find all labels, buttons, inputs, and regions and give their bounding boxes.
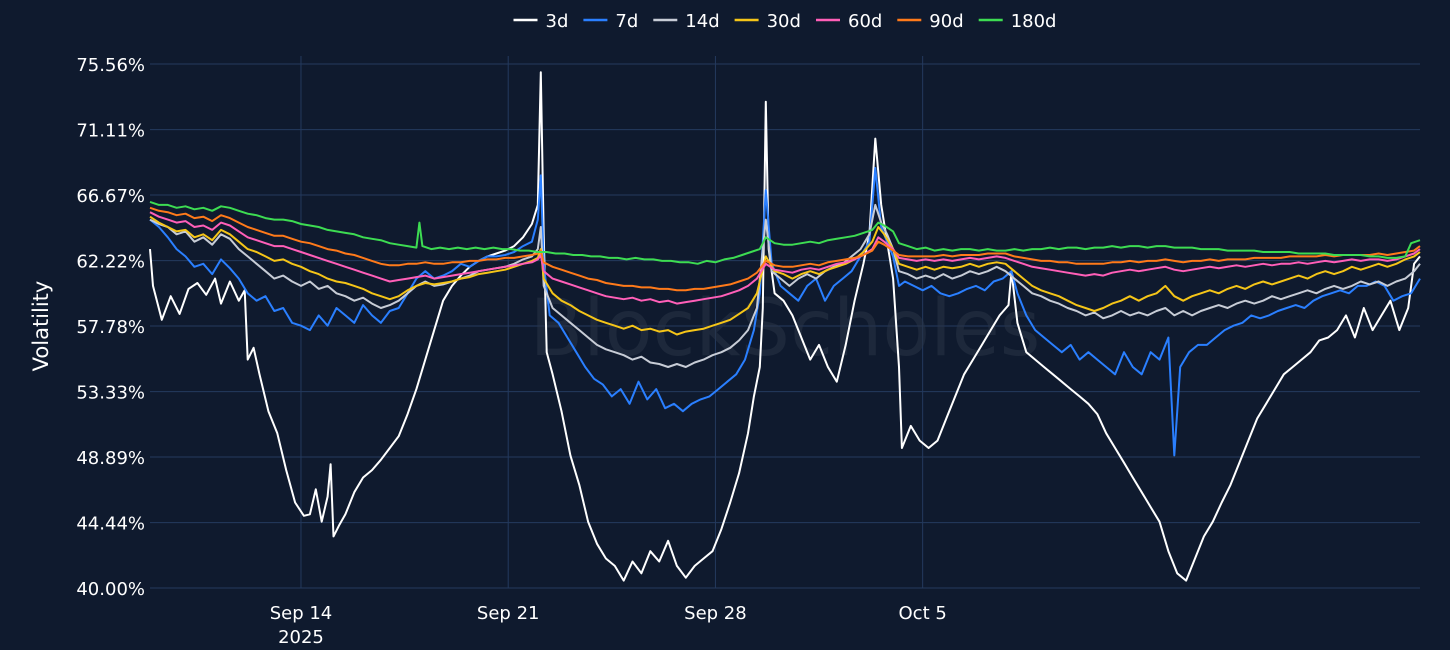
legend: 3d 7d 14d 30d 60d 90d 180d <box>513 11 1057 32</box>
y-tick-label: 44.44% <box>76 514 145 535</box>
y-tick-label: 75.56% <box>76 55 145 76</box>
x-tick-label: Sep 21 <box>477 603 540 624</box>
y-tick-label: 48.89% <box>76 448 145 469</box>
legend-label: 60d <box>848 11 882 32</box>
legend-item-90d[interactable]: 90d <box>897 11 964 32</box>
y-tick-label: 71.11% <box>76 121 145 142</box>
y-axis-title: Volatility <box>29 281 53 372</box>
watermark-text: BlockScholes <box>530 284 1041 374</box>
legend-label: 3d <box>546 11 569 32</box>
series-line-30d <box>149 215 1421 336</box>
y-tick-label: 53.33% <box>76 383 145 404</box>
legend-item-7d[interactable]: 7d <box>583 11 638 32</box>
series-line-60d <box>149 211 1421 305</box>
legend-item-3d[interactable]: 3d <box>513 11 569 32</box>
legend-label: 30d <box>767 11 801 32</box>
x-tick-label: Sep 28 <box>684 603 747 624</box>
x-axis-ticks: Sep 14 2025 Sep 21 Sep 28 Oct 5 <box>270 603 947 648</box>
legend-item-60d[interactable]: 60d <box>816 11 882 32</box>
legend-label: 14d <box>685 11 719 32</box>
legend-label: 180d <box>1011 11 1057 32</box>
legend-item-180d[interactable]: 180d <box>978 11 1057 32</box>
legend-label: 7d <box>615 11 638 32</box>
x-tick-label: Oct 5 <box>899 603 947 624</box>
y-tick-label: 40.00% <box>76 579 145 600</box>
x-tick-sublabel: 2025 <box>278 627 324 648</box>
series-line-14d <box>149 203 1421 368</box>
series-lines <box>149 71 1421 582</box>
legend-item-30d[interactable]: 30d <box>734 11 801 32</box>
series-line-180d <box>149 200 1421 265</box>
y-tick-label: 66.67% <box>76 186 145 207</box>
series-line-7d <box>149 167 1421 457</box>
x-tick-label: Sep 14 <box>270 603 333 624</box>
y-tick-label: 62.22% <box>76 252 145 273</box>
y-tick-label: 57.78% <box>76 317 145 338</box>
legend-label: 90d <box>929 11 963 32</box>
legend-item-14d[interactable]: 14d <box>653 11 720 32</box>
series-line-90d <box>149 206 1421 292</box>
y-axis-ticks: 40.00% 44.44% 48.89% 53.33% 57.78% 62.22% 66.6… <box>76 55 145 600</box>
